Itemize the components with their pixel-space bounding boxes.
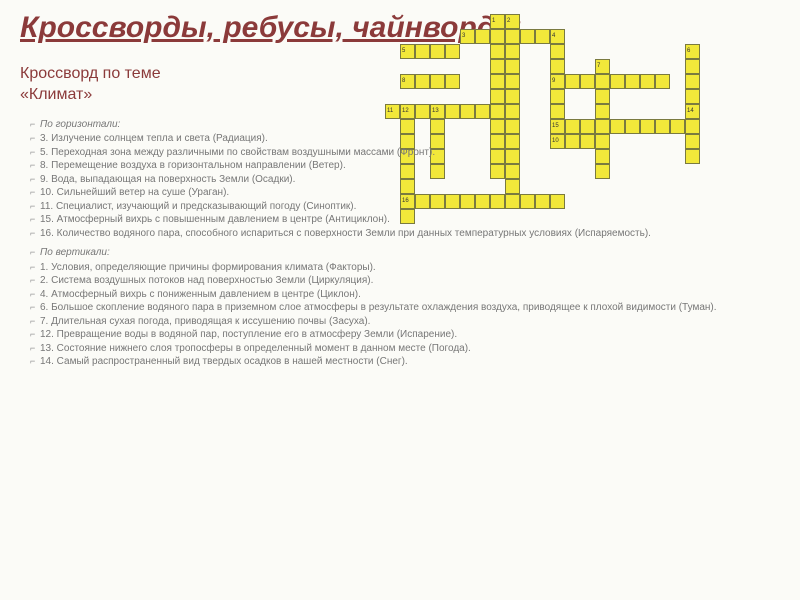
crossword-cell bbox=[475, 29, 490, 44]
crossword-cell bbox=[430, 74, 445, 89]
crossword-cell bbox=[505, 89, 520, 104]
crossword-cell: 9 bbox=[550, 74, 565, 89]
clue-line: 14. Самый распространенный вид твердых о… bbox=[30, 355, 780, 369]
clues-vertical-head: По вертикали: bbox=[30, 246, 780, 260]
crossword-cell bbox=[685, 59, 700, 74]
clue-line: 12. Превращение воды в водяной пар, пост… bbox=[30, 328, 780, 342]
crossword-cell bbox=[595, 74, 610, 89]
crossword-cell bbox=[505, 29, 520, 44]
crossword-cell: 6 bbox=[685, 44, 700, 59]
clues-horizontal-list: 3. Излучение солнцем тепла и света (Ради… bbox=[30, 132, 780, 240]
clue-line: 3. Излучение солнцем тепла и света (Ради… bbox=[30, 132, 780, 146]
clue-line: 13. Состояние нижнего слоя тропосферы в … bbox=[30, 342, 780, 356]
clue-line: 7. Длительная сухая погода, приводящая к… bbox=[30, 315, 780, 329]
crossword-cell: 2 bbox=[505, 14, 520, 29]
crossword-cell bbox=[445, 74, 460, 89]
clue-line: 10. Сильнейший ветер на суше (Ураган). bbox=[30, 186, 780, 200]
crossword-cell: 5 bbox=[400, 44, 415, 59]
crossword-cell bbox=[490, 89, 505, 104]
clue-line: 11. Специалист, изучающий и предсказываю… bbox=[30, 200, 780, 214]
crossword-cell bbox=[595, 89, 610, 104]
crossword-cell bbox=[445, 44, 460, 59]
clue-line: 5. Переходная зона между различными по с… bbox=[30, 146, 780, 160]
crossword-cell bbox=[415, 74, 430, 89]
clue-line: 6. Большое скопление водяного пара в при… bbox=[30, 301, 780, 315]
clue-line: 2. Система воздушных потоков над поверхн… bbox=[30, 274, 780, 288]
crossword-cell bbox=[490, 74, 505, 89]
crossword-cell bbox=[520, 29, 535, 44]
crossword-cell: 8 bbox=[400, 74, 415, 89]
crossword-cell bbox=[550, 89, 565, 104]
crossword-cell bbox=[550, 44, 565, 59]
crossword-cell bbox=[640, 74, 655, 89]
clue-line: 9. Вода, выпадающая на поверхность Земли… bbox=[30, 173, 780, 187]
crossword-cell bbox=[550, 59, 565, 74]
clues-vertical-list: 1. Условия, определяющие причины формиро… bbox=[30, 261, 780, 369]
crossword-cell bbox=[685, 89, 700, 104]
crossword-cell bbox=[685, 74, 700, 89]
clues-block: По горизонтали: 3. Излучение солнцем теп… bbox=[0, 118, 800, 379]
crossword-cell bbox=[610, 74, 625, 89]
clue-line: 16. Количество водяного пара, способного… bbox=[30, 227, 780, 241]
crossword-cell: 3 bbox=[460, 29, 475, 44]
crossword-cell: 1 bbox=[490, 14, 505, 29]
clue-line: 15. Атмосферный вихрь с повышенным давле… bbox=[30, 213, 780, 227]
crossword-cell bbox=[625, 74, 640, 89]
crossword-cell bbox=[535, 29, 550, 44]
crossword-cell bbox=[655, 74, 670, 89]
crossword-cell bbox=[415, 44, 430, 59]
clues-horizontal-head: По горизонтали: bbox=[30, 118, 780, 132]
crossword-cell bbox=[490, 44, 505, 59]
crossword-cell: 4 bbox=[550, 29, 565, 44]
crossword-cell bbox=[505, 74, 520, 89]
crossword-cell bbox=[505, 44, 520, 59]
crossword-cell bbox=[430, 44, 445, 59]
crossword-cell bbox=[565, 74, 580, 89]
crossword-cell bbox=[490, 59, 505, 74]
crossword-cell bbox=[580, 74, 595, 89]
crossword-cell bbox=[490, 29, 505, 44]
crossword-cell bbox=[505, 59, 520, 74]
clue-line: 4. Атмосферный вихрь с пониженным давлен… bbox=[30, 288, 780, 302]
crossword-cell: 7 bbox=[595, 59, 610, 74]
clue-line: 8. Перемещение воздуха в горизонтальном … bbox=[30, 159, 780, 173]
clue-line: 1. Условия, определяющие причины формиро… bbox=[30, 261, 780, 275]
